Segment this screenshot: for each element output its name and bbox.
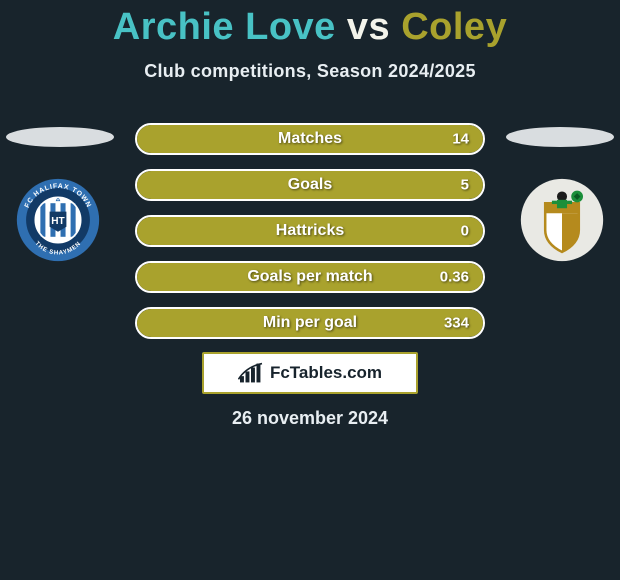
stat-bar-label: Hattricks <box>276 222 344 240</box>
stats-bars: Matches 14 Goals 5 Hattricks 0 Goals per match… <box>135 123 485 353</box>
stat-bar: Goals 5 <box>135 169 485 201</box>
subtitle: Club competitions, Season 2024/2025 <box>0 61 620 82</box>
player-a-head-placeholder <box>6 127 114 147</box>
stat-bar: Min per goal 334 <box>135 307 485 339</box>
chart-icon <box>238 362 264 384</box>
stat-bar-value: 0 <box>461 223 469 240</box>
stat-bar-label: Goals per match <box>247 268 372 286</box>
stat-bar-label: Goals <box>288 176 332 194</box>
widget-root: Archie Love vs Coley Club competitions, … <box>0 0 620 580</box>
stat-bar-label: Matches <box>278 130 342 148</box>
stat-bar: Matches 14 <box>135 123 485 155</box>
player-b-head-placeholder <box>506 127 614 147</box>
stat-bar: Goals per match 0.36 <box>135 261 485 293</box>
brand-text: FcTables.com <box>270 363 382 383</box>
stat-bar-value: 0.36 <box>440 269 469 286</box>
stat-bar: Hattricks 0 <box>135 215 485 247</box>
title-vs: vs <box>347 6 390 48</box>
stat-bar-value: 14 <box>452 131 469 148</box>
stat-bar-label: Min per goal <box>263 314 357 332</box>
brand-badge[interactable]: FcTables.com <box>202 352 418 394</box>
club-crest-right <box>520 178 604 262</box>
page-title: Archie Love vs Coley <box>0 0 620 49</box>
title-player-b: Coley <box>401 6 507 48</box>
stat-bar-value: 5 <box>461 177 469 194</box>
svg-text:HT: HT <box>51 216 65 227</box>
date-line: 26 november 2024 <box>0 408 620 429</box>
title-player-a: Archie Love <box>113 6 336 48</box>
club-crest-left: HT FC HALIFAX TOWN THE SHAYMEN <box>16 178 100 262</box>
stat-bar-value: 334 <box>444 315 469 332</box>
